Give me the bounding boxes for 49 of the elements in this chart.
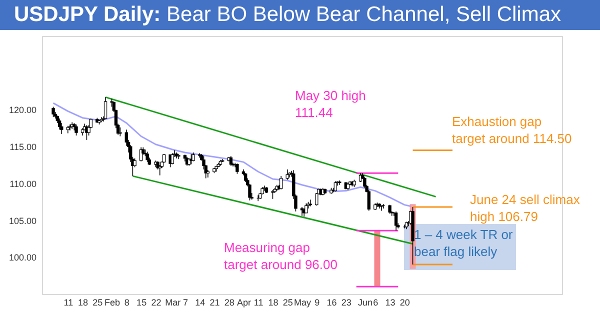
x-tick-label: 16 [326, 298, 337, 308]
y-tick-label: 110.00 [10, 178, 36, 189]
y-tick-label: 120.00 [8, 105, 36, 116]
x-tick-label: 28 [224, 298, 234, 308]
annotation: Exhaustion gap target around 114.50 [452, 114, 572, 146]
x-tick-label: 23 [341, 298, 352, 308]
annotation: June 24 sell climax high 106.79 [470, 192, 580, 224]
x-tick-label: 25 [92, 298, 103, 308]
x-tick-label: Mar [165, 298, 181, 308]
candlestick [308, 199, 312, 207]
candlestick [52, 106, 55, 118]
x-tick-label: 20 [400, 298, 410, 308]
x-tick-label: Apr [236, 298, 251, 308]
annotation: Measuring gap target around 96.00 [224, 240, 338, 272]
x-tick-label: 8 [124, 298, 130, 308]
x-tick-label: 9 [314, 298, 320, 308]
x-tick-label: Feb [104, 298, 120, 308]
chart-title: USDJPY Daily: Bear BO Below Bear Channel, Sell Climax [0, 0, 600, 30]
candlestick [58, 118, 62, 130]
candlestick [60, 122, 64, 134]
x-tick-label: 11 [254, 298, 264, 308]
line-series [52, 102, 412, 208]
candlestick [146, 151, 149, 162]
annotation: May 30 high 111.44 [295, 88, 366, 120]
y-tick-label: 100.00 [8, 252, 36, 263]
x-tick-label: 6 [373, 298, 378, 308]
x-tick-label: May [294, 298, 312, 308]
x-tick-label: 18 [78, 298, 88, 308]
x-tick-label: 14 [195, 298, 206, 308]
candlestick [104, 96, 108, 120]
candlestick [304, 202, 308, 214]
x-tick-label: 25 [282, 298, 293, 308]
candlestick [158, 164, 162, 176]
candlestick [315, 192, 318, 206]
candlestick [74, 124, 78, 136]
x-tick-label: 11 [64, 298, 74, 308]
x-tick-label: 21 [210, 298, 220, 308]
annotation: 1 – 4 week TR or bear flag likely [414, 227, 514, 259]
candlestick [382, 204, 386, 209]
y-tick-label: 115.00 [10, 142, 36, 152]
x-tick-label: 18 [268, 298, 278, 308]
x-tick-label: 22 [151, 298, 162, 308]
x-tick-label: Jun [358, 298, 372, 308]
x-tick-label: 13 [385, 298, 396, 308]
x-tick-label: 7 [182, 298, 188, 308]
y-tick-label: 105.00 [8, 216, 36, 226]
candlestick [170, 152, 174, 165]
candlestick [363, 176, 366, 188]
x-tick-label: 15 [136, 298, 147, 308]
